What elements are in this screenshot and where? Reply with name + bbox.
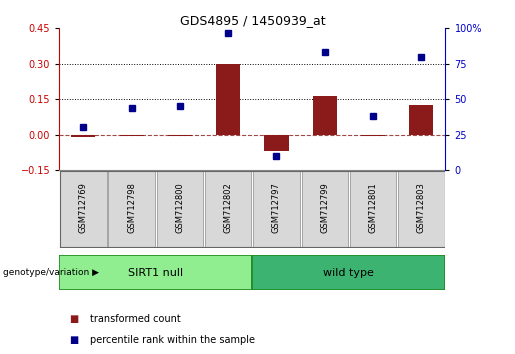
Text: GSM712769: GSM712769: [79, 182, 88, 233]
Bar: [264, 135, 288, 151]
Text: transformed count: transformed count: [90, 314, 181, 324]
Text: GSM712799: GSM712799: [320, 182, 329, 233]
Bar: [350, 171, 396, 247]
Text: ■: ■: [70, 314, 79, 324]
Bar: [60, 171, 107, 247]
Bar: [216, 64, 241, 135]
Bar: [59, 255, 252, 290]
Text: GSM712797: GSM712797: [272, 182, 281, 233]
Bar: [168, 135, 192, 136]
Text: wild type: wild type: [323, 268, 374, 278]
Bar: [119, 135, 144, 136]
Bar: [398, 171, 444, 247]
Text: GSM712802: GSM712802: [224, 182, 233, 233]
Bar: [157, 171, 203, 247]
Bar: [302, 171, 348, 247]
Text: percentile rank within the sample: percentile rank within the sample: [90, 335, 255, 345]
Bar: [109, 171, 155, 247]
Text: GSM712803: GSM712803: [417, 182, 426, 233]
Text: GSM712798: GSM712798: [127, 182, 136, 233]
Bar: [361, 135, 385, 136]
Text: GSM712800: GSM712800: [176, 182, 184, 233]
Text: ■: ■: [70, 335, 79, 345]
Bar: [313, 96, 337, 135]
Text: GSM712801: GSM712801: [369, 182, 377, 233]
Bar: [252, 255, 445, 290]
Text: genotype/variation ▶: genotype/variation ▶: [3, 268, 98, 277]
Text: SIRT1 null: SIRT1 null: [128, 268, 183, 278]
Bar: [409, 105, 434, 135]
Bar: [205, 171, 251, 247]
Bar: [253, 171, 300, 247]
Bar: [71, 135, 95, 137]
Title: GDS4895 / 1450939_at: GDS4895 / 1450939_at: [180, 14, 325, 27]
